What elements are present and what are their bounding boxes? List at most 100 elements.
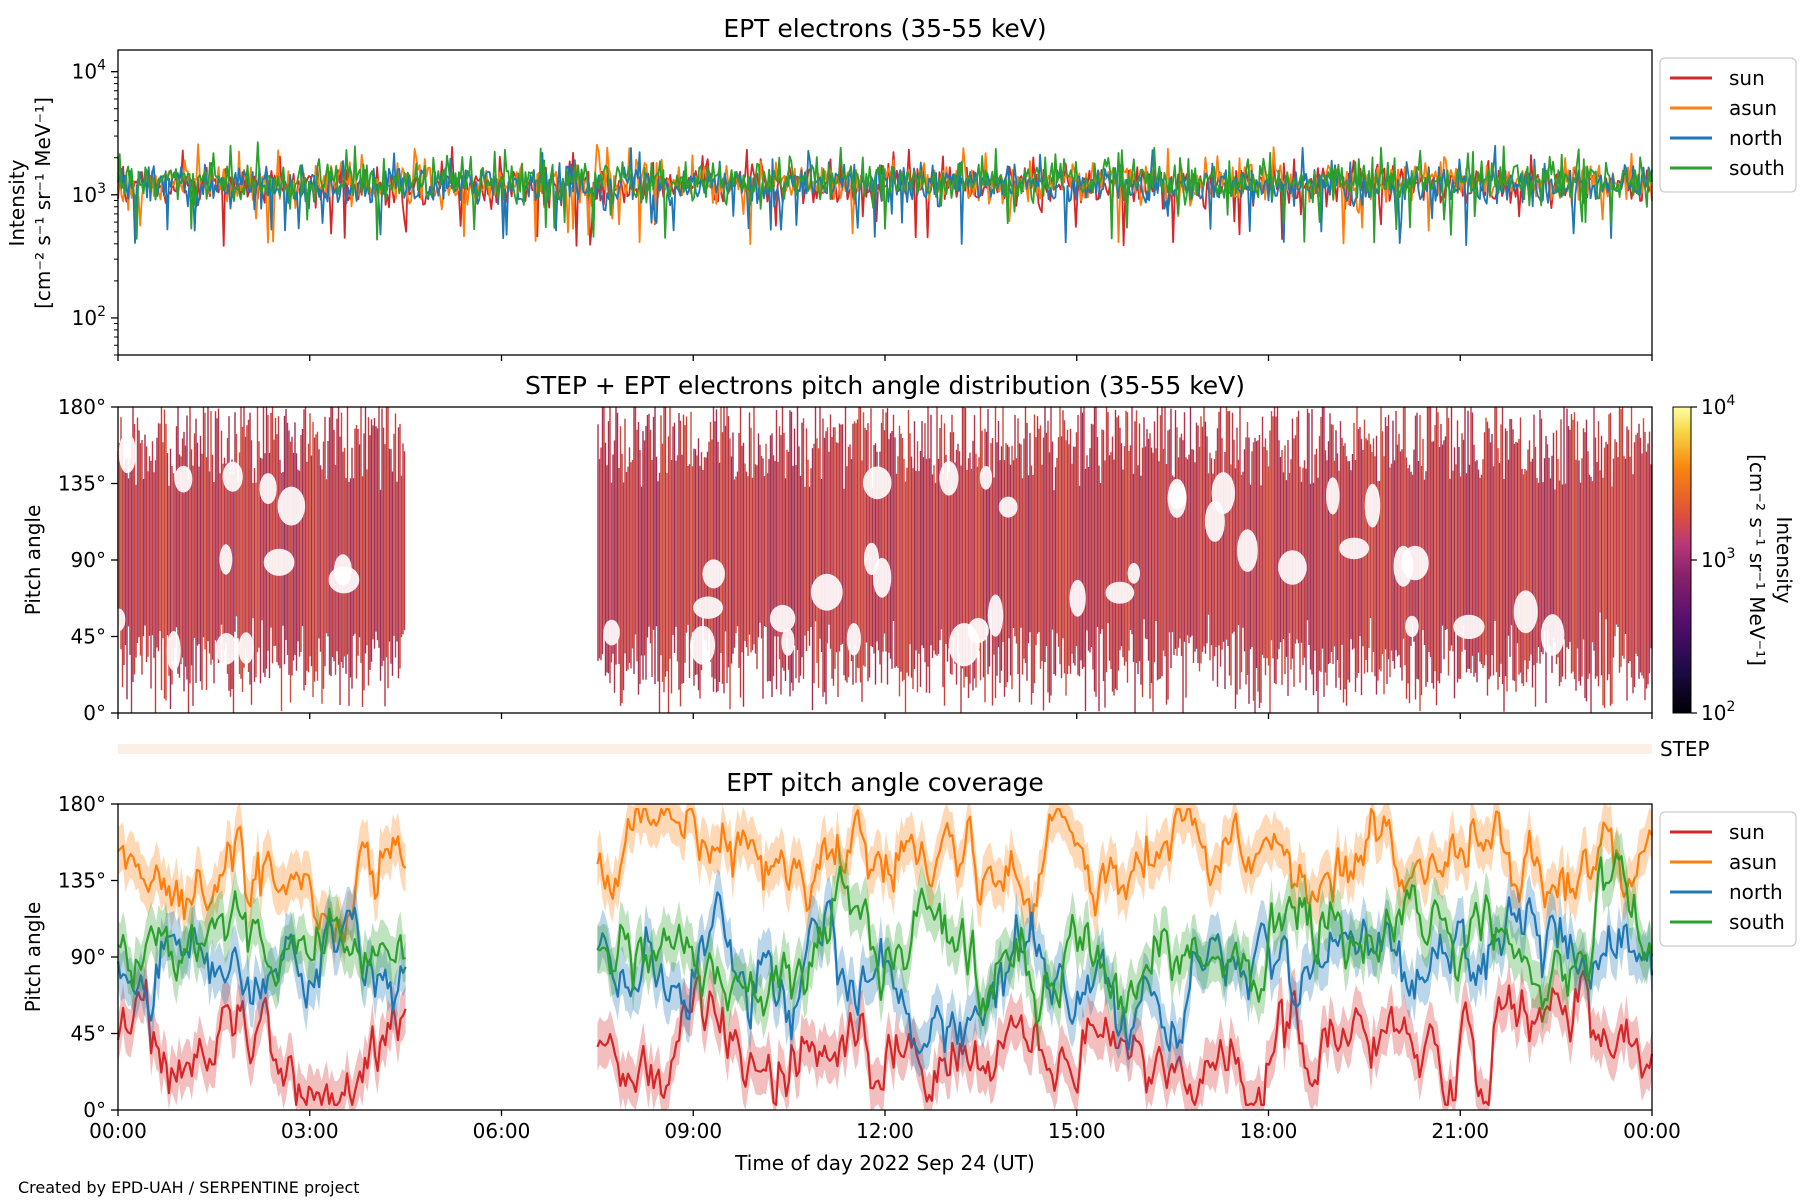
y-tick-label: 45°	[71, 625, 106, 649]
panel-2-y-ticks: 0° 45° 90° 135° 180°	[58, 395, 118, 725]
legend-1-frame	[1659, 57, 1797, 193]
step-strip-label: STEP	[1660, 737, 1710, 761]
legend-label-sun: sun	[1729, 820, 1765, 844]
series-line-south	[596, 852, 1654, 1025]
step-strip-bar	[118, 744, 1652, 754]
y-tick-label: 135°	[58, 472, 106, 496]
series-line-asun	[117, 825, 407, 943]
series-line-sun	[116, 978, 407, 1107]
pad-hole	[863, 466, 892, 500]
legend-label-south: south	[1729, 156, 1785, 180]
pad-hole	[1405, 615, 1419, 638]
series-line-north	[117, 144, 1653, 247]
y-tick-label: 90°	[71, 945, 106, 969]
legend-label-asun: asun	[1729, 850, 1777, 874]
series-line-north	[116, 906, 407, 1022]
panel-pad: STEP + EPT electrons pitch angle distrib…	[21, 371, 1796, 725]
legend-label-south: south	[1729, 910, 1785, 934]
pad-hole	[1069, 579, 1086, 617]
pad-hole	[1339, 537, 1370, 560]
y-tick-label: 0°	[83, 701, 106, 725]
pad-hole	[219, 544, 233, 575]
pad-hole	[238, 632, 254, 665]
panel-3-x-ticks: 00:00 03:00 06:00 09:00 12:00 15:00 18:00 21:00…	[89, 1110, 1681, 1143]
panel-1-title: EPT electrons (35-55 keV)	[723, 14, 1046, 43]
pad-hole	[222, 461, 243, 492]
legend-3-frame	[1659, 811, 1797, 947]
x-tick-label: 00:00	[1623, 1119, 1681, 1143]
pad-hole	[979, 465, 993, 490]
pad-hole	[690, 625, 716, 665]
colorbar-tick-label: 103	[1701, 546, 1735, 572]
series-line-asun	[117, 143, 1653, 246]
panel-1-ylabel-line2: [cm⁻² s⁻¹ sr⁻¹ MeV⁻¹]	[31, 97, 55, 309]
y-tick-label: 0°	[83, 1098, 106, 1122]
pad-hole	[998, 496, 1018, 518]
series-line-sun	[596, 970, 1654, 1107]
pad-hole	[603, 619, 620, 646]
band-south	[597, 829, 1652, 1048]
footer-credit: Created by EPD-UAH / SERPENTINE project	[18, 1178, 360, 1197]
pad-hole	[987, 594, 1004, 637]
pad-hole	[781, 628, 795, 656]
pad-hole	[1364, 483, 1381, 528]
colorbar-label-line2: [cm⁻² s⁻¹ sr⁻¹ MeV⁻¹]	[1745, 454, 1769, 666]
pad-hole	[702, 559, 725, 589]
panel-3-legend: sun asun north south	[1659, 811, 1797, 947]
panel-coverage: EPT pitch angle coverage 0° 45° 90° 135° 180…	[21, 768, 1797, 1175]
series-line-south	[117, 141, 1653, 244]
pad-hole	[174, 465, 193, 493]
pad-hole	[810, 573, 843, 611]
panel-2-plot-area	[112, 407, 1652, 713]
x-tick-label: 15:00	[1048, 1119, 1106, 1143]
pad-hole	[1393, 545, 1414, 587]
legend-label-north: north	[1729, 126, 1783, 150]
panel-3-ylabel: Pitch angle	[21, 902, 45, 1013]
pad-hole	[939, 461, 959, 496]
pad-hole	[1278, 550, 1307, 585]
pad-hole	[1326, 477, 1340, 515]
pad-hole	[1237, 529, 1258, 572]
panel-1-x-ticks	[117, 355, 1653, 361]
panel-1-legend: sun asun north south	[1659, 57, 1797, 193]
panel-2-ylabel: Pitch angle	[21, 505, 45, 616]
x-tick-label: 12:00	[856, 1119, 914, 1143]
band-asun	[597, 804, 1652, 954]
series-line-south	[117, 890, 406, 990]
legend-label-asun: asun	[1729, 96, 1777, 120]
pad-hole	[948, 623, 980, 667]
pad-hole	[1167, 478, 1187, 518]
pad-hole	[864, 542, 879, 576]
pad-hole	[277, 486, 306, 526]
y-tick-label: 180°	[58, 395, 106, 419]
pad-hole	[112, 608, 126, 632]
pad-hole	[1513, 590, 1538, 634]
x-tick-label: 00:00	[89, 1119, 147, 1143]
y-tick-label: 102	[72, 304, 106, 330]
pad-hole	[118, 433, 137, 474]
pad-hole	[1540, 614, 1565, 656]
panel-2-title: STEP + EPT electrons pitch angle distrib…	[525, 371, 1245, 400]
panel-1-y-ticks: 102 103 104	[72, 58, 118, 356]
x-tick-label: 21:00	[1431, 1119, 1489, 1143]
pad-hole	[769, 604, 796, 633]
pad-hole	[1453, 614, 1485, 640]
panel-3-y-ticks: 0° 45° 90° 135° 180°	[58, 792, 118, 1122]
x-axis-label: Time of day 2022 Sep 24 (UT)	[734, 1151, 1035, 1175]
legend-label-north: north	[1729, 880, 1783, 904]
y-tick-label: 103	[72, 181, 106, 207]
panel-1-ylabel-line1: Intensity	[5, 159, 29, 246]
step-strip: STEP	[118, 737, 1710, 761]
pad-hole	[693, 596, 723, 619]
colorbar-ticks: 102 103 104	[1691, 393, 1735, 725]
legend-label-sun: sun	[1729, 66, 1765, 90]
pad-hole	[846, 623, 862, 656]
pad-hole	[215, 633, 238, 665]
series-line-asun	[596, 807, 1653, 931]
x-tick-label: 09:00	[664, 1119, 722, 1143]
panel-intensity: EPT electrons (35-55 keV) 102 103 104 Inte…	[5, 14, 1797, 361]
colorbar-tick-label: 102	[1701, 699, 1735, 725]
colorbar-tick-label: 104	[1701, 393, 1735, 419]
y-tick-label: 104	[72, 58, 106, 84]
